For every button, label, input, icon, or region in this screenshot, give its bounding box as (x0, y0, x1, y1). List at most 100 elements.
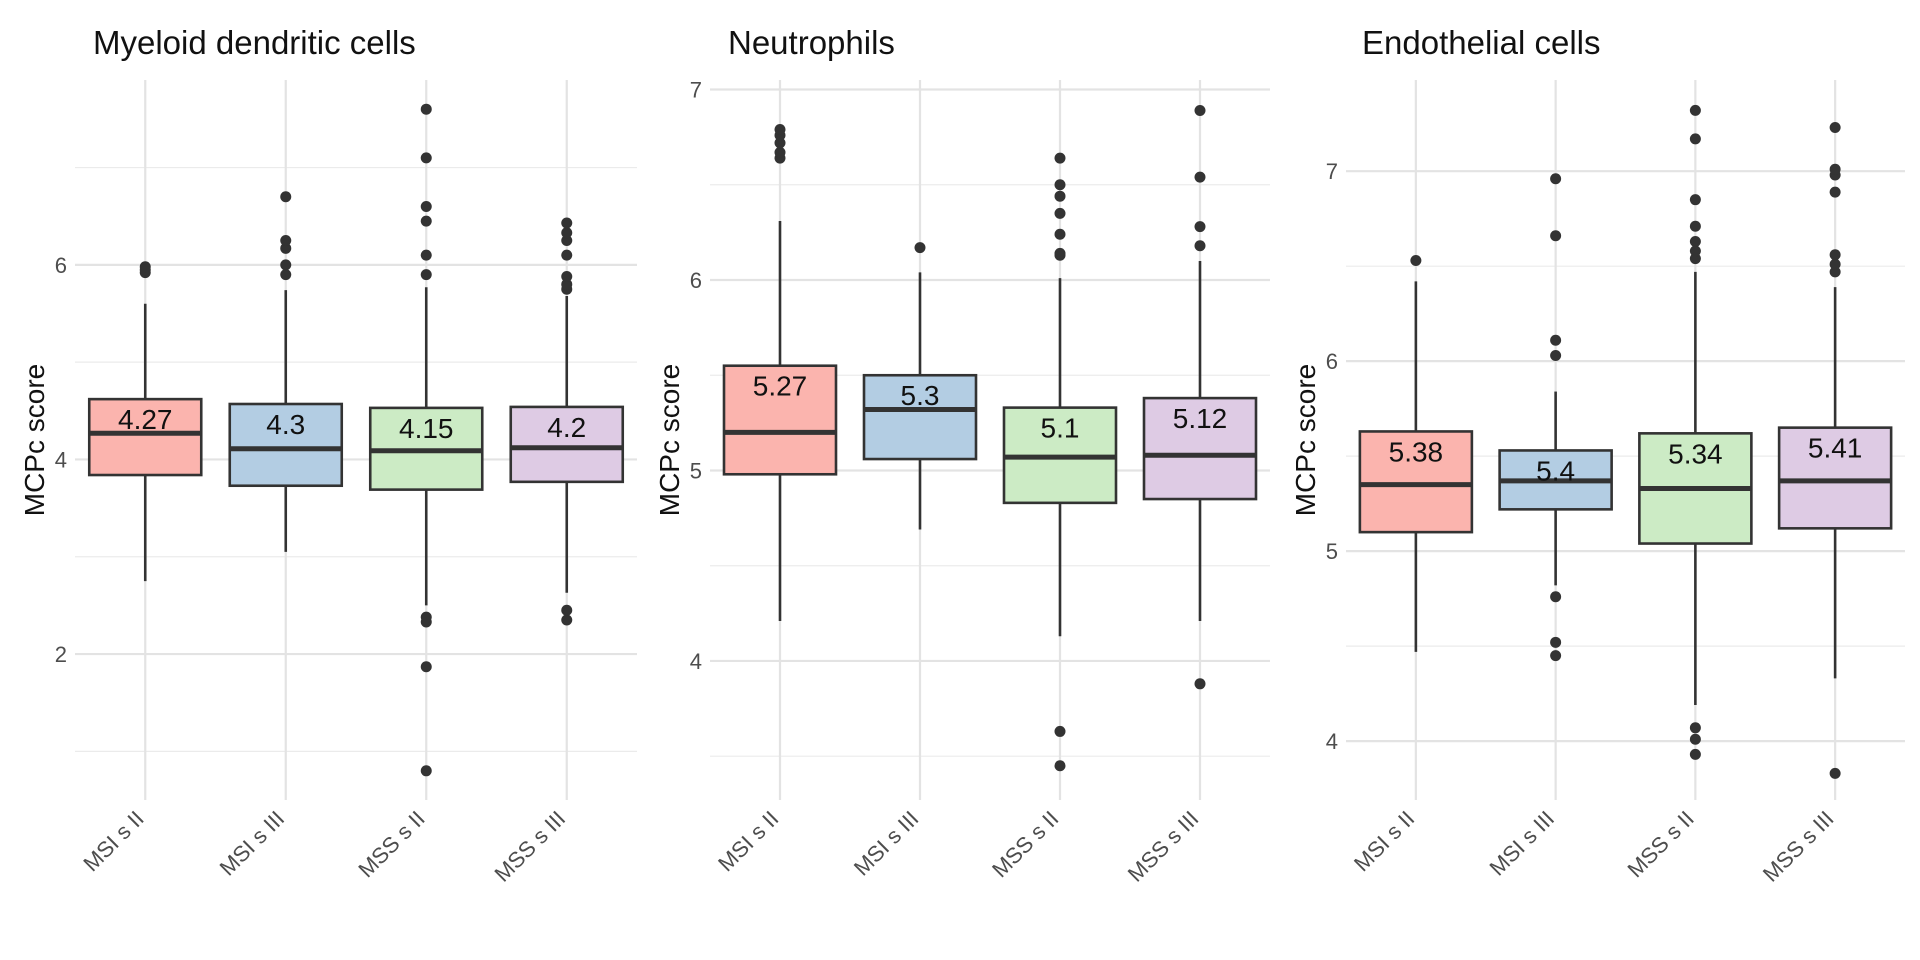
outlier-point (420, 103, 432, 115)
outlier-point (1054, 190, 1066, 202)
outlier-point (1550, 173, 1562, 185)
outlier-point (1689, 133, 1701, 145)
x-tick-label: MSI s II (78, 806, 148, 876)
outlier-point (420, 661, 432, 673)
y-tick-label: 5 (1326, 539, 1338, 564)
outlier-point (1054, 179, 1066, 191)
outlier-point (1054, 760, 1066, 772)
box-iqr (1358, 430, 1474, 534)
box-value-label: 5.41 (1808, 433, 1863, 464)
box-4: 4.2 (509, 217, 625, 626)
outlier-point (1829, 258, 1841, 270)
outlier-point (561, 278, 573, 290)
outlier-point (280, 259, 292, 271)
outlier-point (1194, 221, 1206, 233)
outlier-point (1054, 725, 1066, 737)
y-tick-label: 2 (55, 642, 67, 667)
y-tick-label: 4 (1326, 729, 1338, 754)
box-value-label: 4.27 (118, 404, 173, 435)
outlier-point (280, 242, 292, 254)
outlier-point (774, 137, 786, 149)
x-tick-label: MSS s II (987, 806, 1063, 882)
box-value-label: 4.2 (547, 412, 586, 443)
y-axis-label: MCPc score (1290, 364, 1321, 516)
box-2: 5.3 (862, 242, 978, 530)
y-tick-label: 4 (690, 649, 702, 674)
x-tick-label: MSI s III (1484, 806, 1559, 881)
outlier-point (1689, 748, 1701, 760)
y-tick-label: 6 (1326, 349, 1338, 374)
outlier-point (774, 124, 786, 136)
box-4: 5.41 (1777, 121, 1893, 779)
box-value-label: 5.38 (1389, 436, 1444, 467)
box-3: 5.1 (1002, 152, 1118, 772)
box-iqr (1777, 426, 1893, 530)
box-iqr (722, 364, 838, 476)
panel-1: 2 4 6 4.27 4.3 4.15 4.2 MSI s II MSI s III MSS s … (19, 24, 637, 887)
y-tick-label: 7 (1326, 159, 1338, 184)
outlier-point (1054, 247, 1066, 259)
y-tick-label: 4 (55, 447, 67, 472)
box-value-label: 5.4 (1536, 455, 1575, 486)
outlier-point (1054, 228, 1066, 240)
outlier-point (1829, 249, 1841, 261)
box-iqr (1142, 396, 1258, 501)
outlier-point (1689, 194, 1701, 206)
outlier-point (1194, 240, 1206, 252)
box-value-label: 4.15 (399, 413, 454, 444)
box-3: 5.34 (1638, 104, 1753, 760)
outlier-point (280, 235, 292, 247)
outlier-point (420, 200, 432, 212)
outlier-point (1194, 171, 1206, 183)
box-1: 5.38 (1358, 254, 1474, 652)
outlier-point (1829, 266, 1841, 278)
panel-title: Endothelial cells (1362, 24, 1600, 61)
box-value-label: 5.34 (1668, 438, 1723, 469)
box-4: 5.12 (1142, 104, 1258, 690)
outlier-point (561, 249, 573, 261)
panel-title: Myeloid dendritic cells (93, 24, 416, 61)
outlier-point (1550, 591, 1562, 603)
outlier-point (1829, 767, 1841, 779)
box-3: 4.15 (368, 103, 484, 777)
box-value-label: 5.3 (901, 380, 940, 411)
outlier-point (280, 269, 292, 281)
outlier-point (1550, 230, 1562, 242)
outlier-point (1829, 121, 1841, 133)
outlier-point (1550, 334, 1562, 346)
x-tick-label: MSI s III (849, 806, 924, 881)
outlier-point (420, 152, 432, 164)
outlier-point (561, 217, 573, 229)
outlier-point (1689, 104, 1701, 116)
outlier-point (774, 146, 786, 158)
y-axis-label: MCPc score (19, 364, 50, 516)
outlier-point (1689, 253, 1701, 265)
box-iqr (862, 373, 978, 461)
outlier-point (1550, 636, 1562, 648)
x-tick-label: MSS s III (489, 806, 570, 887)
x-tick-label: MSS s III (1758, 806, 1839, 887)
box-value-label: 4.3 (266, 409, 305, 440)
x-tick-label: MSI s II (713, 806, 783, 876)
outlier-point (1689, 220, 1701, 232)
outlier-point (1194, 678, 1206, 690)
outlier-point (561, 235, 573, 247)
outlier-point (914, 242, 926, 254)
outlier-point (1689, 722, 1701, 734)
outlier-point (561, 604, 573, 616)
y-tick-label: 6 (55, 253, 67, 278)
x-tick-label: MSS s II (1622, 806, 1698, 882)
y-axis-label: MCPc score (654, 364, 685, 516)
y-tick-label: 5 (690, 458, 702, 483)
outlier-point (1194, 104, 1206, 116)
outlier-point (420, 765, 432, 777)
box-value-label: 5.1 (1041, 413, 1080, 444)
box-iqr (87, 397, 203, 477)
box-value-label: 5.12 (1173, 403, 1228, 434)
outlier-point (1689, 733, 1701, 745)
y-tick-label: 6 (690, 268, 702, 293)
outlier-point (561, 227, 573, 239)
outlier-point (420, 269, 432, 281)
outlier-point (420, 611, 432, 623)
